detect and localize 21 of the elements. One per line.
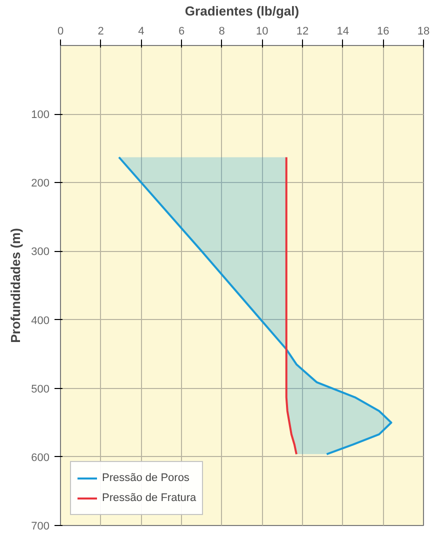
x-axis-title: Gradientes (lb/gal): [184, 4, 300, 18]
y-tick-label: 100: [31, 109, 50, 122]
y-tick-label: 400: [31, 314, 50, 327]
legend-label: Pressão de Poros: [102, 472, 190, 484]
x-tick-label: 6: [178, 26, 185, 38]
x-tick-label: 12: [296, 26, 309, 38]
y-tick-label: 600: [31, 452, 50, 464]
x-tick-label: 14: [336, 26, 349, 38]
x-tick-label: 4: [138, 26, 144, 38]
x-tick-label: 16: [377, 26, 390, 38]
x-tick-label: 10: [256, 26, 268, 38]
y-tick-label: 500: [31, 383, 50, 396]
y-tick-label: 200: [31, 178, 50, 190]
y-axis-title: Profundidades (m): [8, 228, 24, 343]
y-tick-label: 700: [31, 520, 50, 532]
x-tick-label: 8: [218, 26, 225, 38]
x-tick-label: 18: [417, 26, 430, 38]
x-tick-label: 2: [98, 26, 104, 38]
legend-label: Pressão de Fratura: [102, 492, 196, 504]
x-tick-label: 0: [57, 26, 64, 38]
y-tick-label: 300: [31, 246, 50, 258]
